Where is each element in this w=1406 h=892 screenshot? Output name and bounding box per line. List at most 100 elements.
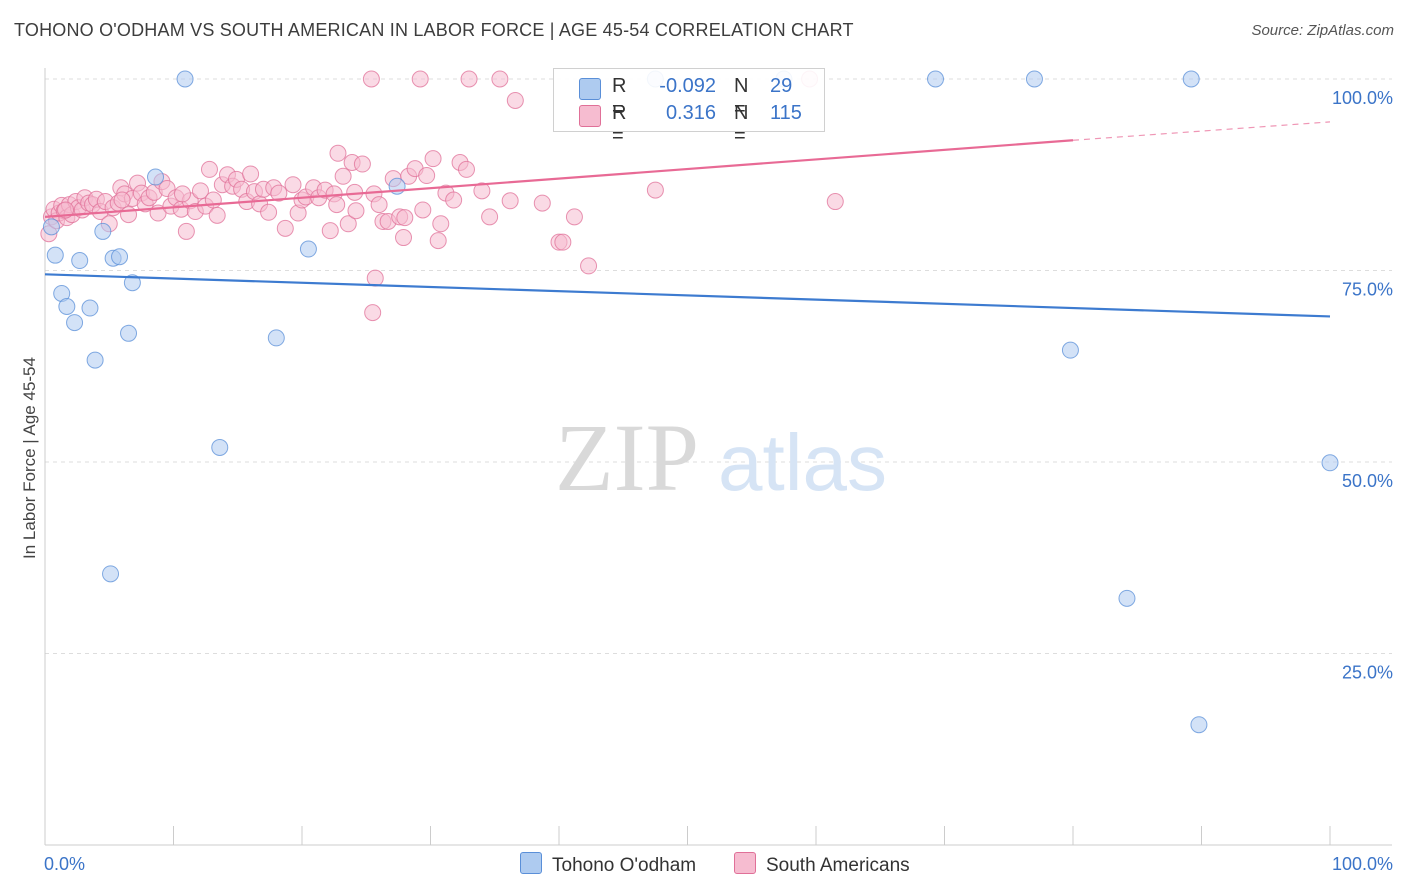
point-south-american [429, 232, 447, 250]
chart-title: TOHONO O'ODHAM VS SOUTH AMERICAN IN LABO… [14, 20, 854, 40]
legend-r-label: R = [612, 102, 627, 147]
legend-n-label: N = [734, 102, 749, 147]
trend-line-tohono [44, 273, 1331, 318]
point-south-american [366, 269, 384, 287]
point-south-american [473, 182, 491, 200]
point-south-american [457, 160, 475, 178]
chart-source: Source: ZipAtlas.com [1251, 22, 1394, 39]
point-south-american [329, 144, 347, 162]
series-legend: Tohono O'odham South Americans [0, 852, 1406, 878]
point-south-american [200, 160, 218, 178]
point-south-american [177, 222, 195, 240]
point-tohono [211, 438, 229, 456]
legend-item-tohono[interactable]: Tohono O'odham [520, 852, 696, 877]
point-tohono [120, 324, 138, 342]
point-south-american [445, 191, 463, 209]
point-south-american [565, 208, 583, 226]
point-south-american [362, 70, 380, 88]
y-tick-label: 100.0% [1332, 88, 1393, 108]
point-tohono [267, 329, 285, 347]
point-tohono [147, 168, 165, 186]
legend-label-tohono: Tohono O'odham [552, 855, 697, 876]
point-south-american [208, 206, 226, 224]
point-south-american [191, 182, 209, 200]
point-tohono [176, 70, 194, 88]
y-tick-label: 50.0% [1342, 471, 1393, 491]
legend-item-south-american[interactable]: South Americans [734, 852, 910, 877]
point-south-american [826, 193, 844, 211]
point-tohono [1118, 589, 1136, 607]
legend-r-value: -0.092 [659, 75, 716, 97]
legend-swatch-south-american [734, 852, 756, 874]
point-south-american [334, 167, 352, 185]
legend-swatch-tohono [579, 78, 601, 100]
trend-line-south-american [44, 139, 1074, 218]
point-south-american [418, 167, 436, 185]
point-south-american [533, 194, 551, 212]
point-south-american [113, 191, 131, 209]
point-south-american [501, 192, 519, 210]
point-tohono [123, 274, 141, 292]
point-south-american [276, 219, 294, 237]
point-south-american [321, 222, 339, 240]
point-south-american [284, 176, 302, 194]
point-south-american [347, 202, 365, 220]
legend-n-label: N = [734, 75, 749, 120]
legend-label-south-american: South Americans [766, 855, 910, 876]
point-south-american [395, 229, 413, 247]
point-south-american [491, 70, 509, 88]
x-tick-label: 100.0% [1332, 854, 1393, 874]
point-tohono [1182, 70, 1200, 88]
point-south-american [353, 155, 371, 173]
legend-r-label: R = [612, 75, 627, 120]
point-south-american [370, 196, 388, 214]
point-south-american [364, 304, 382, 322]
point-south-american [646, 181, 664, 199]
point-tohono [86, 351, 104, 369]
point-south-american [328, 196, 346, 214]
legend-n-value: 115 [770, 102, 802, 124]
point-tohono [66, 314, 84, 332]
point-tohono [927, 70, 945, 88]
point-tohono [46, 246, 64, 264]
watermark-zip: ZIP [555, 404, 699, 511]
tick-labels: 100.0% 75.0% 50.0% 25.0% 0.0% 100.0% [44, 88, 1393, 874]
point-south-american [260, 203, 278, 221]
correlation-legend: R = -0.092 N = 29 R = 0.316 N = 115 [553, 68, 825, 147]
point-south-american [554, 233, 572, 251]
point-south-american [396, 209, 414, 227]
point-south-american [580, 257, 598, 275]
trend-line-south-american-extension [1072, 121, 1331, 141]
point-south-american [506, 91, 524, 109]
trend-lines [44, 121, 1331, 318]
point-tohono [1321, 454, 1339, 472]
y-tick-label: 25.0% [1342, 663, 1393, 683]
point-south-american [481, 208, 499, 226]
legend-swatch-south-american [579, 105, 601, 127]
point-tohono [1190, 716, 1208, 734]
legend-r-value: 0.316 [665, 102, 716, 124]
watermark: ZIP atlas [555, 404, 887, 511]
y-axis-label: In Labor Force | Age 45-54 [20, 357, 39, 559]
point-south-american [242, 165, 260, 183]
point-tohono [71, 252, 89, 270]
point-tohono [81, 299, 99, 317]
point-tohono [1061, 341, 1079, 359]
point-tohono [42, 218, 60, 236]
point-south-american [411, 70, 429, 88]
legend-n-value: 29 [770, 75, 793, 97]
point-south-american [270, 184, 288, 202]
point-tohono [111, 248, 129, 266]
watermark-atlas: atlas [718, 418, 887, 507]
axes [44, 68, 1392, 846]
y-tick-label: 75.0% [1342, 280, 1393, 300]
point-tohono [1025, 70, 1043, 88]
point-tohono [299, 240, 317, 258]
point-south-american [120, 206, 138, 224]
point-tohono [94, 222, 112, 240]
point-tohono [58, 298, 76, 316]
point-south-american [339, 215, 357, 233]
point-south-american [432, 215, 450, 233]
point-tohono [102, 565, 120, 583]
